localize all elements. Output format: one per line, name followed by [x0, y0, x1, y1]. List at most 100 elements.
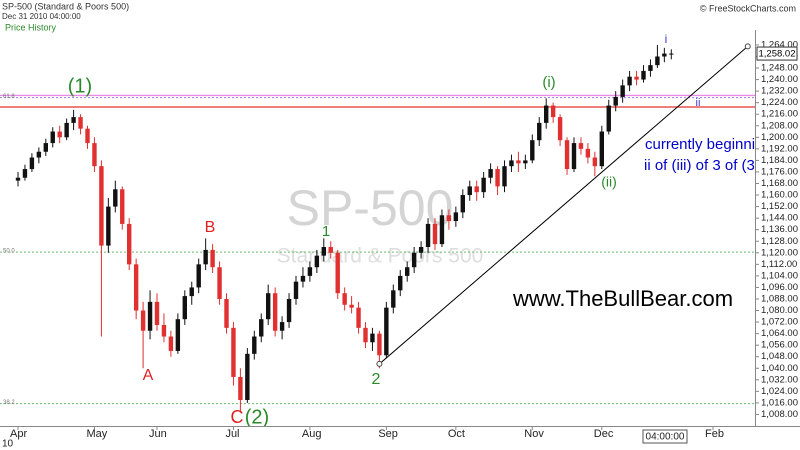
- chart-subtitle: Dec 31 2010 04:00:00: [2, 12, 81, 21]
- candle-body: [321, 247, 326, 256]
- candle-body: [217, 267, 222, 299]
- x-tick-label: Apr: [10, 428, 27, 440]
- candle-body: [467, 186, 472, 196]
- candle-body: [377, 333, 382, 356]
- candle-body: [203, 249, 208, 265]
- candle-body: [92, 143, 97, 167]
- candle-body: [564, 140, 570, 170]
- candle-body: [363, 327, 368, 343]
- candle-body: [627, 76, 632, 86]
- candle-body: [342, 293, 347, 305]
- fib-level-label: 61.8: [3, 94, 15, 100]
- annotation: (i): [542, 74, 555, 91]
- x-tick-label: May: [86, 428, 107, 440]
- candle-body: [557, 117, 563, 141]
- candle-body: [189, 287, 194, 297]
- annotation: ii: [696, 97, 701, 109]
- candle-body: [300, 275, 306, 282]
- source: © FreeStockCharts.com: [700, 3, 796, 13]
- candle-body: [71, 117, 76, 123]
- candle-body: [516, 160, 521, 164]
- candle-body: [606, 105, 611, 132]
- y-tick-label: 1,064.00: [761, 328, 798, 339]
- candle-body: [537, 122, 542, 141]
- annotation: 2: [372, 371, 381, 388]
- candle-body: [495, 169, 500, 187]
- x-tick-label: Jul: [225, 428, 239, 440]
- candle-body: [78, 117, 83, 129]
- x-tick-label: Jun: [149, 428, 167, 440]
- candle-body: [238, 376, 243, 401]
- chart-title: SP-500 (Standard & Poors 500): [2, 1, 129, 11]
- candle-body: [168, 336, 174, 351]
- annotation: (ii): [601, 174, 617, 190]
- candle-body: [432, 223, 438, 245]
- x-tick-label: Dec: [594, 428, 614, 440]
- candle-body: [599, 131, 604, 167]
- year-label: 10: [2, 439, 14, 450]
- candle-body: [133, 264, 139, 311]
- watermark: SP-500: [287, 180, 454, 236]
- candle-body: [50, 131, 55, 144]
- candle-body: [655, 56, 660, 66]
- candle-body: [140, 310, 146, 331]
- candle-body: [22, 169, 28, 178]
- candle-body: [453, 212, 459, 222]
- candle-body: [314, 255, 320, 268]
- candle-body: [669, 53, 674, 55]
- candle-body: [161, 324, 167, 337]
- candle-body: [99, 166, 104, 246]
- y-tick-label: 1,192.00: [761, 143, 798, 154]
- candle-body: [43, 143, 48, 152]
- candle-body: [182, 296, 187, 320]
- cursor-time: 04:00:00: [646, 432, 685, 443]
- annotation: (1): [68, 75, 92, 97]
- candle-body: [36, 151, 42, 158]
- candle-body: [411, 252, 417, 268]
- y-tick-label: 1,264.00: [761, 39, 798, 50]
- candle-body: [127, 223, 132, 265]
- candle-body: [648, 65, 653, 71]
- y-tick-label: 1,136.00: [761, 224, 798, 235]
- candle-body: [293, 281, 299, 299]
- candle-body: [266, 293, 271, 320]
- y-tick-label: 1,056.00: [761, 340, 798, 351]
- candle-body: [488, 169, 493, 178]
- candle-body: [175, 319, 181, 351]
- y-tick-label: 1,040.00: [761, 363, 798, 374]
- y-tick-label: 1,208.00: [761, 120, 798, 131]
- annotation: B: [205, 219, 216, 236]
- y-tick-label: 1,072.00: [761, 317, 798, 328]
- candle-body: [613, 96, 618, 106]
- candle-body: [259, 319, 264, 337]
- y-tick-label: 1,168.00: [761, 178, 798, 189]
- x-tick-label: Oct: [448, 428, 465, 440]
- candle-body: [585, 148, 591, 158]
- candle-body: [349, 304, 354, 308]
- y-tick-label: 1,032.00: [761, 374, 798, 385]
- candle-body: [530, 140, 535, 161]
- x-tick-label: Feb: [705, 428, 724, 440]
- candle-body: [550, 105, 556, 118]
- candle-body: [335, 252, 340, 294]
- annotation: currently beginnin: [645, 136, 763, 153]
- candle-body: [418, 247, 424, 253]
- candle-body: [85, 128, 90, 144]
- candle-body: [356, 307, 361, 328]
- trendline-handle: [744, 43, 751, 50]
- candle-body: [272, 293, 278, 331]
- y-tick-label: 1,248.00: [761, 63, 798, 74]
- candle-body: [578, 143, 584, 149]
- candle-body: [481, 177, 486, 193]
- candle-body: [113, 189, 118, 207]
- candle-body: [391, 290, 396, 308]
- candle-body: [405, 267, 410, 276]
- trendline-handle: [376, 360, 383, 367]
- y-tick-label: 1,224.00: [761, 97, 798, 108]
- fib-level-label: 38.2: [3, 400, 15, 406]
- candle-body: [634, 76, 639, 80]
- y-tick-label: 1,152.00: [761, 201, 798, 212]
- candle-body: [210, 249, 215, 268]
